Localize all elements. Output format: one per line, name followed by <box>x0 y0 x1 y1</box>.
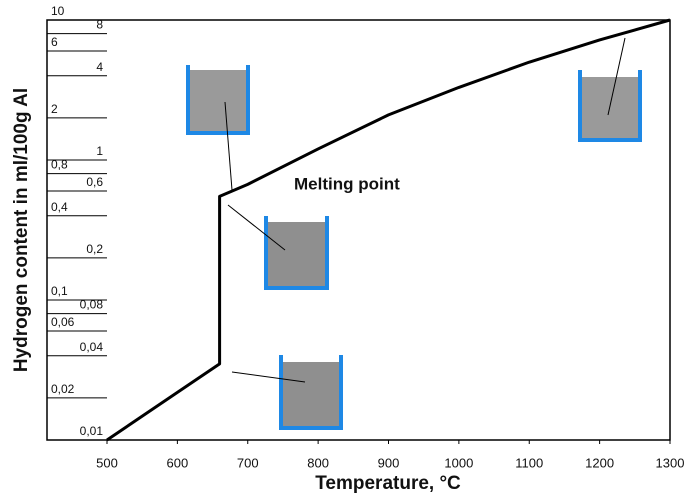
illustrations <box>186 37 642 430</box>
y-tick-label: 2 <box>51 102 58 116</box>
y-axis-title: Hydrogen content in ml/100g Al <box>11 88 32 372</box>
annotation: Melting point <box>294 174 400 193</box>
y-tick-label: 6 <box>51 35 58 49</box>
x-tick-label: 700 <box>237 455 259 470</box>
y-tick-label: 0,08 <box>80 298 104 312</box>
y-tick-label: 8 <box>96 18 103 32</box>
beaker <box>186 65 250 135</box>
y-tick-label: 0,1 <box>51 284 68 298</box>
x-tick-label: 1100 <box>515 455 543 470</box>
leader-line <box>224 101 233 191</box>
beaker-cast-fill <box>281 362 339 428</box>
beaker <box>264 216 329 290</box>
plot-frame <box>46 19 671 441</box>
x-tick-label: 1200 <box>585 455 614 470</box>
y-tick-label: 0,2 <box>86 242 103 256</box>
y-tick-label: 0,06 <box>51 315 75 329</box>
x-tick-label: 1300 <box>656 455 685 470</box>
y-tick-label: 10 <box>51 4 65 18</box>
x-tick-label: 1000 <box>444 455 473 470</box>
y-tick-label: 4 <box>96 60 103 74</box>
beaker-cast-fill <box>266 222 325 288</box>
x-tick-label: 600 <box>167 455 189 470</box>
x-axis-title: Temperature, °C <box>315 473 461 494</box>
leader-line <box>227 204 286 251</box>
y-tick-label: 0,6 <box>86 175 103 189</box>
x-tick-label: 800 <box>307 455 329 470</box>
beaker <box>578 70 642 142</box>
y-tick-label: 0,8 <box>51 158 68 172</box>
y-tick-label: 0,4 <box>51 200 68 214</box>
x-tick-label: 900 <box>378 455 400 470</box>
y-tick-label: 0,01 <box>80 424 104 438</box>
y-tick-label: 0,02 <box>51 382 75 396</box>
leader-line <box>607 37 626 116</box>
curve <box>106 18 671 442</box>
beaker <box>279 355 343 430</box>
beaker-solid-fill <box>188 70 246 133</box>
y-tick-label: 1 <box>96 144 103 158</box>
x-tick-label: 500 <box>96 455 118 470</box>
leader-line <box>231 371 306 383</box>
y-tick-label: 0,04 <box>80 340 104 354</box>
